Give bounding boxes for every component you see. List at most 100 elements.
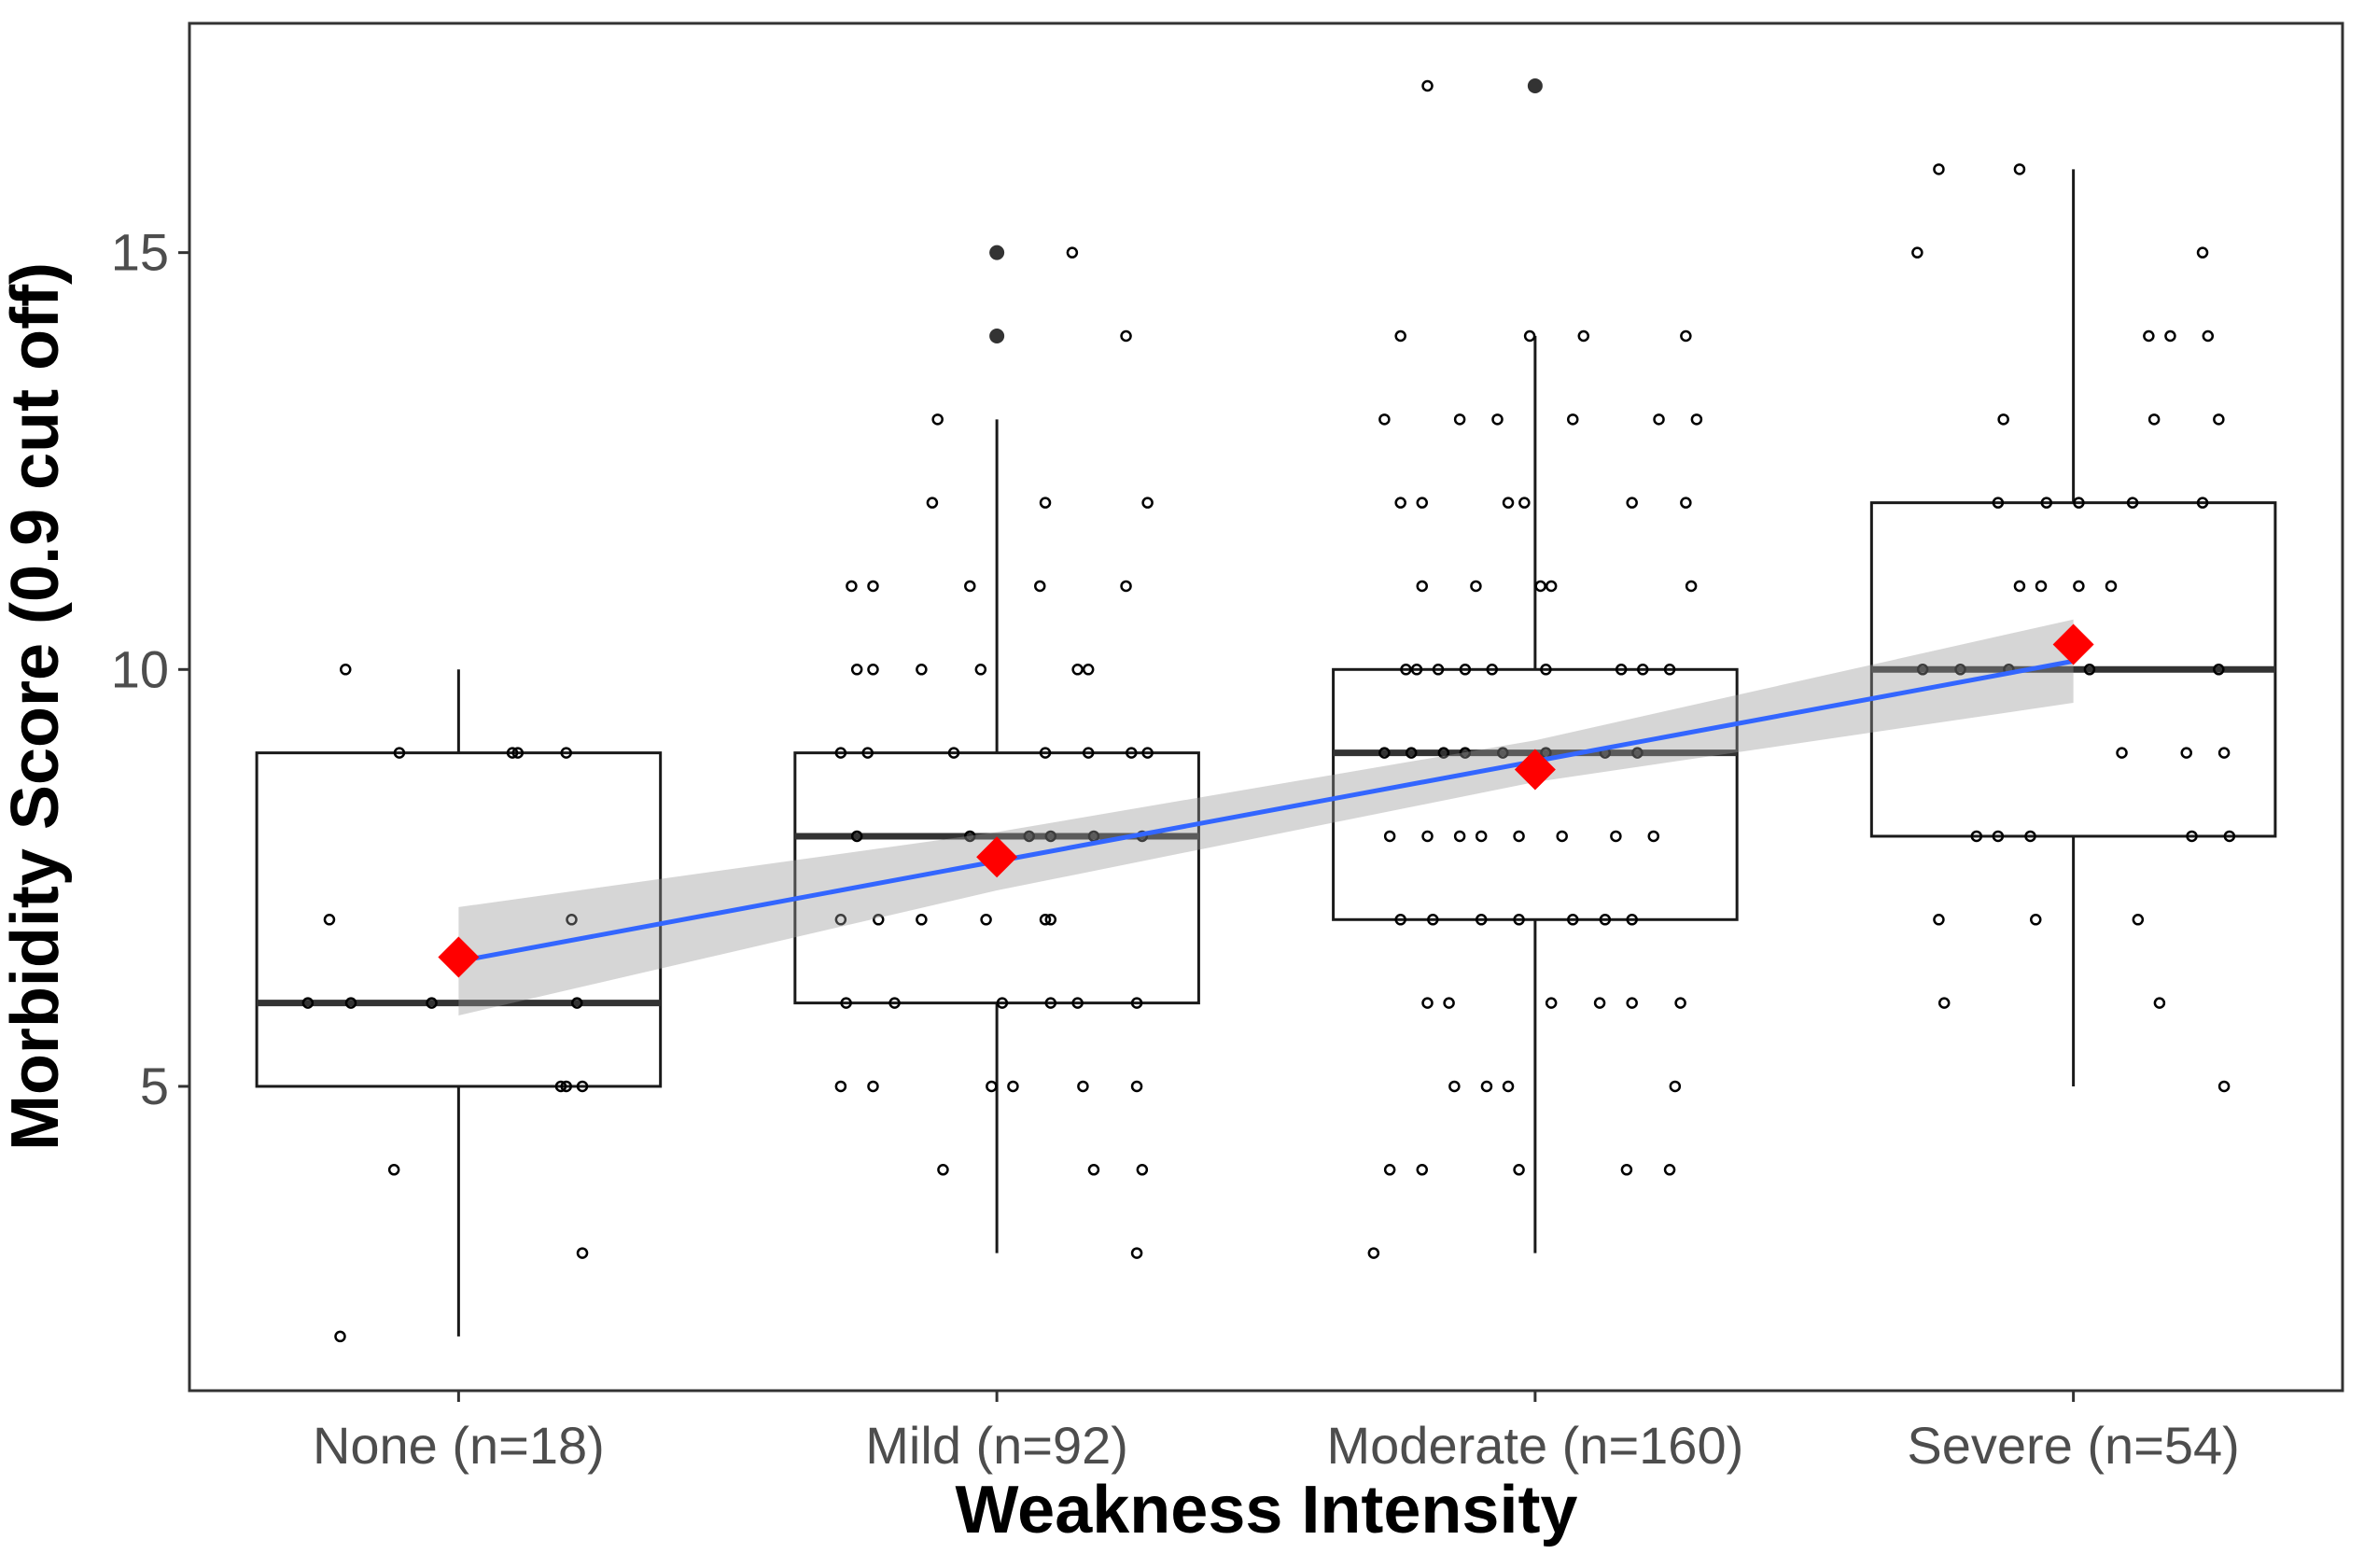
- data-point: [2083, 664, 2096, 676]
- data-point: [1577, 329, 1590, 343]
- data-point: [1378, 413, 1391, 426]
- data-point: [916, 664, 928, 676]
- data-point: [560, 1080, 572, 1093]
- data-point: [974, 664, 987, 676]
- data-point: [2213, 664, 2225, 676]
- data-point: [2147, 413, 2161, 426]
- y-tick-label: 15: [111, 223, 169, 282]
- data-point: [1513, 1164, 1525, 1176]
- data-point: [1383, 1164, 1396, 1176]
- data-point: [1475, 830, 1488, 843]
- data-point: [393, 747, 406, 759]
- data-point: [1615, 664, 1628, 676]
- data-point: [1039, 497, 1052, 509]
- data-point: [1410, 664, 1423, 676]
- data-point: [980, 914, 992, 926]
- data-point: [1039, 914, 1052, 926]
- data-point: [1626, 497, 1638, 509]
- data-point: [1136, 1164, 1149, 1176]
- data-point: [1034, 580, 1046, 593]
- data-point: [511, 747, 525, 759]
- data-point: [2013, 163, 2026, 175]
- data-point: [964, 830, 976, 843]
- data-point: [1620, 1164, 1633, 1176]
- data-point: [1427, 914, 1439, 926]
- data-point: [1120, 329, 1132, 343]
- data-point: [2073, 580, 2085, 593]
- data-point: [1534, 580, 1546, 593]
- data-point: [2013, 580, 2026, 593]
- data-point: [1933, 914, 1945, 926]
- data-point: [1459, 747, 1472, 759]
- data-point: [1421, 79, 1434, 92]
- data-point: [861, 747, 874, 759]
- data-point: [840, 997, 852, 1009]
- data-point: [560, 747, 572, 759]
- data-point: [576, 1080, 589, 1093]
- data-point: [1421, 997, 1434, 1009]
- data-point: [1685, 580, 1698, 593]
- data-point: [1674, 997, 1686, 1009]
- data-point: [576, 1247, 589, 1259]
- data-point: [2073, 497, 2085, 509]
- data-point: [1082, 664, 1095, 676]
- data-point: [1631, 747, 1644, 759]
- data-point: [1044, 914, 1057, 926]
- data-point: [2217, 1080, 2231, 1093]
- data-point: [1599, 914, 1612, 926]
- data-point: [1367, 1247, 1380, 1259]
- data-point: [872, 914, 885, 926]
- data-point: [2035, 580, 2048, 593]
- data-point: [2132, 914, 2145, 926]
- data-point: [1130, 997, 1143, 1009]
- data-point: [1545, 580, 1558, 593]
- data-point: [1044, 830, 1057, 843]
- data-point: [1916, 664, 1929, 676]
- data-point: [1566, 914, 1579, 926]
- data-point: [846, 580, 858, 593]
- data-point: [1933, 163, 1945, 175]
- data-point: [1992, 830, 2005, 843]
- data-point: [1432, 664, 1445, 676]
- data-point: [2105, 580, 2118, 593]
- outlier-point: [989, 245, 1005, 260]
- data-point: [340, 664, 352, 676]
- mean-marker: [438, 936, 480, 978]
- data-point: [1636, 664, 1649, 676]
- data-point: [1120, 580, 1132, 593]
- data-point: [1044, 997, 1057, 1009]
- data-point: [1087, 1164, 1100, 1176]
- data-point: [387, 1164, 400, 1176]
- data-point: [1937, 997, 1951, 1009]
- data-point: [1405, 747, 1418, 759]
- data-point: [1513, 914, 1525, 926]
- data-point: [1130, 1247, 1143, 1259]
- outlier-point: [989, 328, 1005, 343]
- data-point: [1437, 747, 1450, 759]
- data-point: [1486, 664, 1498, 676]
- data-point: [1421, 830, 1434, 843]
- data-point: [1443, 997, 1455, 1009]
- data-point: [1970, 830, 1983, 843]
- data-point: [850, 830, 863, 843]
- y-tick-label: 10: [111, 639, 169, 698]
- data-point: [2223, 830, 2236, 843]
- data-point: [1954, 664, 1966, 676]
- data-point: [1653, 413, 1665, 426]
- data-point: [2153, 997, 2166, 1009]
- data-point: [1502, 1080, 1515, 1093]
- data-point: [834, 1080, 847, 1093]
- data-point: [1475, 914, 1488, 926]
- data-point: [1130, 1080, 1143, 1093]
- data-point: [1007, 1080, 1019, 1093]
- box-iqr: [793, 751, 1200, 1005]
- data-point: [888, 997, 901, 1009]
- data-point: [1066, 246, 1079, 259]
- data-point: [1663, 1164, 1676, 1176]
- data-point: [1416, 1164, 1429, 1176]
- data-point: [1416, 580, 1429, 593]
- data-point: [1680, 329, 1692, 343]
- x-tick-label: Severe (n=54): [1907, 1416, 2239, 1475]
- boxes-layer: [255, 77, 2277, 1337]
